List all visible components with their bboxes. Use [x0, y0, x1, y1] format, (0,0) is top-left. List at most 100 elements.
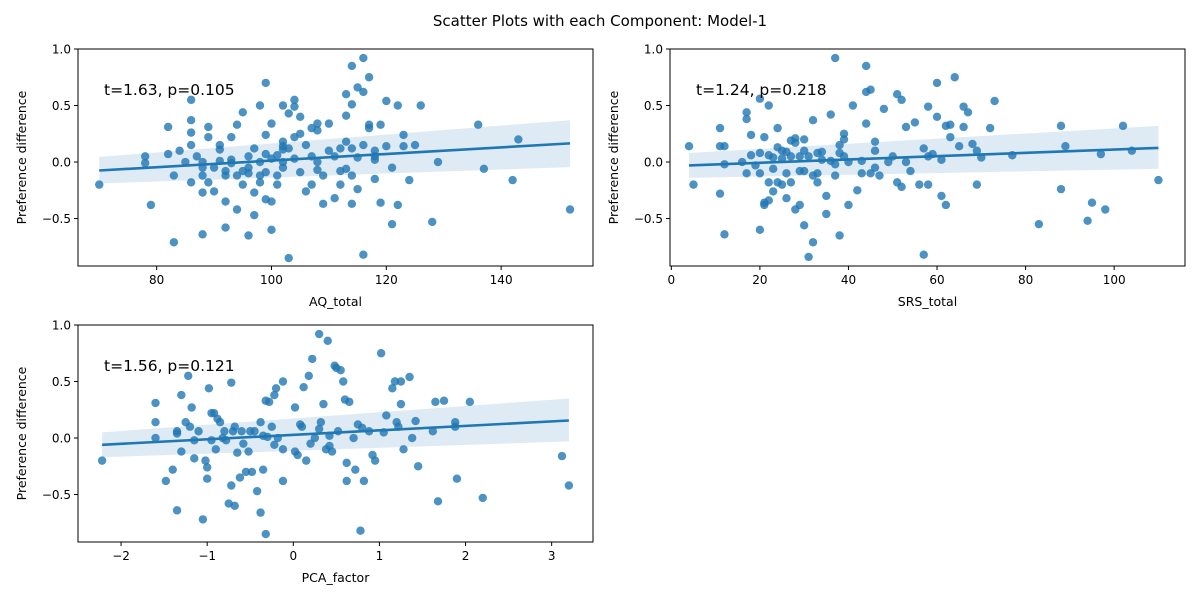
scatter-point — [227, 132, 236, 142]
scatter-point — [410, 140, 420, 150]
x-tick-label: 1 — [376, 549, 384, 563]
scatter-point — [382, 411, 391, 420]
y-tick-label: −0.5 — [42, 488, 71, 502]
scatter-point — [204, 384, 214, 393]
scatter-point — [342, 476, 351, 486]
scatter-point — [990, 96, 999, 106]
scatter-point — [310, 433, 320, 443]
scatter-point — [215, 417, 225, 427]
x-tick-label: 140 — [490, 273, 513, 287]
scatter-point — [284, 253, 293, 263]
scatter-point — [270, 390, 279, 400]
regression-line — [99, 142, 571, 172]
scatter-point — [861, 119, 871, 128]
stat-annotation: t=1.24, p=0.218 — [696, 81, 827, 99]
scatter-point — [946, 132, 955, 142]
scatter-point — [336, 180, 345, 189]
scatter-point — [250, 188, 259, 197]
scatter-point — [255, 178, 265, 187]
x-tick-label: −2 — [112, 549, 130, 563]
scatter-point — [278, 101, 288, 110]
scatter-point — [359, 476, 369, 486]
scatter-point — [151, 398, 160, 408]
scatter-point — [204, 122, 213, 132]
scatter-point — [870, 146, 880, 155]
scatter-point — [932, 78, 942, 88]
scatter-point — [261, 149, 270, 159]
axes-frame — [77, 324, 594, 543]
scatter-point — [813, 169, 822, 178]
scatter-point — [227, 481, 236, 490]
subplot-1: 80 100 120 140 −0.5 0.0 0.5 1.0 AQ_total Preferen… — [14, 42, 594, 309]
axes-frame — [77, 48, 594, 267]
scatter-point — [892, 90, 902, 99]
scatter-point — [273, 180, 282, 189]
scatter-point — [256, 417, 265, 427]
scatter-point — [399, 445, 408, 454]
scatter-point — [215, 145, 225, 154]
scatter-point — [241, 467, 251, 477]
scatter-point — [396, 399, 406, 409]
scatter-point — [786, 152, 796, 161]
x-tick-label: 60 — [929, 273, 944, 287]
x-tick-label: −1 — [198, 549, 216, 563]
scatter-point — [972, 180, 982, 189]
subplot-3: −2 −1 0 1 2 3 −0.5 0.0 0.5 1.0 PCA_factor Preferenc… — [14, 318, 594, 585]
scatter-point — [198, 515, 208, 524]
scatter-point — [341, 164, 351, 174]
scatter-point — [768, 187, 778, 196]
stat-annotation: t=1.56, p=0.121 — [104, 357, 235, 375]
scatter-point — [452, 474, 462, 483]
scatter-point — [198, 171, 207, 180]
x-tick-label: 0 — [668, 273, 676, 287]
scatter-point — [230, 501, 239, 511]
scatter-point — [370, 456, 380, 465]
scatter-point — [273, 171, 282, 180]
scatter-point — [478, 493, 487, 503]
scatter-point — [359, 53, 368, 63]
y-tick-label: 0.5 — [644, 99, 663, 113]
axes-frame — [669, 48, 1186, 267]
scatter-point — [985, 123, 995, 133]
scatter-point — [186, 178, 196, 187]
scatter-point — [799, 146, 809, 155]
scatter-point — [359, 250, 368, 259]
y-tick-label: −0.5 — [634, 212, 663, 226]
scatter-point — [387, 219, 397, 229]
scatter-point — [313, 119, 322, 128]
scatter-point — [256, 508, 265, 517]
scatter-point — [941, 200, 951, 210]
scatter-points — [95, 53, 575, 263]
scatter-point — [301, 187, 311, 196]
subplot-2: 0 20 40 60 80 100 −0.5 0.0 0.5 1.0 SRS_total Prefer… — [606, 42, 1186, 309]
scatter-point — [465, 397, 475, 407]
scatter-point — [235, 473, 245, 482]
scatter-point — [839, 135, 849, 144]
scatter-point — [185, 422, 195, 431]
scatter-point — [413, 462, 423, 471]
scatter-point — [169, 238, 179, 247]
x-tick-label: 100 — [1103, 273, 1126, 287]
scatter-point — [359, 87, 368, 97]
scatter-point — [1154, 175, 1163, 185]
y-tick-label: 0.0 — [52, 431, 71, 445]
scatter-point — [273, 151, 282, 160]
scatter-point — [564, 481, 574, 490]
scatter-point — [267, 225, 276, 235]
scatter-point — [290, 95, 299, 105]
x-tick-label: 3 — [548, 549, 556, 563]
scatter-point — [866, 85, 875, 94]
scatter-point — [198, 230, 207, 239]
scatter-point — [817, 147, 827, 157]
scatter-point — [299, 382, 308, 392]
scatter-point — [742, 108, 751, 117]
scatter-point — [186, 140, 196, 150]
scatter-point — [479, 164, 489, 174]
scatter-point — [959, 122, 968, 132]
scatter-point — [211, 445, 220, 454]
scatter-point — [746, 151, 756, 160]
stat-annotation: t=1.63, p=0.105 — [104, 81, 235, 99]
scatter-point — [715, 123, 725, 133]
scatter-point — [186, 116, 196, 125]
scatter-point — [804, 152, 813, 161]
